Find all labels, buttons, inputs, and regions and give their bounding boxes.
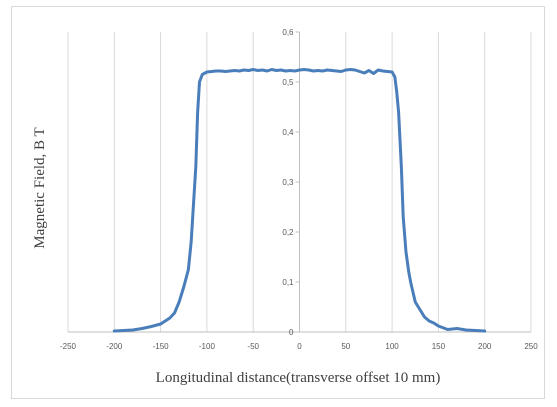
y-tick-labels: 0 0,1 0,2 0,3 0,4 0,5 0,6 [282, 28, 294, 337]
series-line-0 [112, 68, 487, 333]
y-tick-label: 0,6 [282, 28, 294, 37]
x-tick-label: -250 [60, 342, 77, 351]
x-tick-label: -100 [199, 342, 216, 351]
x-tick-label: -150 [153, 342, 170, 351]
y-tick-label: 0,2 [282, 228, 294, 237]
series-group [112, 68, 487, 333]
y-tick-label: 0,4 [282, 128, 294, 137]
x-axis-label: Longitudinal distance(transverse offset … [156, 370, 441, 386]
chart-frame: -250 -200 -150 -100 -50 0 50 100 150 200 250 0 0,1 0… [11, 6, 545, 399]
y-tick-label: 0 [289, 328, 294, 337]
y-tick-label: 0,3 [282, 178, 294, 187]
y-tick-label: 0,5 [282, 78, 294, 87]
axes [68, 31, 531, 333]
line-chart: -250 -200 -150 -100 -50 0 50 100 150 200 250 00,10… [32, 28, 538, 386]
x-tick-label: 200 [478, 342, 492, 351]
y-tick-label: 0,1 [282, 278, 294, 287]
gridlines [67, 32, 532, 332]
y-axis-label: Magnetic Field, B T [32, 127, 48, 248]
x-tick-label: 250 [524, 342, 538, 351]
x-tick-label: 0 [297, 342, 302, 351]
x-tick-label: -50 [247, 342, 259, 351]
x-tick-label: 50 [341, 342, 350, 351]
x-tick-label: -200 [106, 342, 123, 351]
x-tick-label: 150 [432, 342, 446, 351]
x-tick-labels: -250 -200 -150 -100 -50 0 50 100 150 200 250 [60, 342, 538, 351]
x-tick-label: 100 [385, 342, 399, 351]
